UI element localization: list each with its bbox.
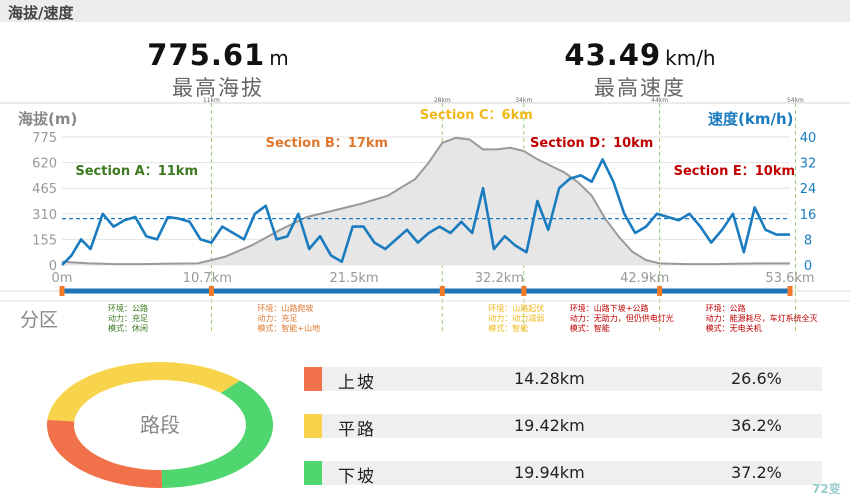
max-altitude-label: 最高海拔 bbox=[172, 76, 264, 100]
altitude-speed-chart: 0 155 310 465 620 775 0 8 16 24 32 40 11km 28km 34km 44… bbox=[0, 97, 850, 331]
x-tick-label: 32.2km bbox=[475, 271, 524, 286]
max-altitude-stat: 775.61 m 最高海拔 bbox=[118, 38, 318, 102]
zone-note-line: 环境：公路 bbox=[108, 304, 148, 313]
max-speed-unit: km/h bbox=[665, 46, 716, 70]
speed-tick-label: 32 bbox=[800, 157, 817, 172]
timeline-marker bbox=[208, 286, 214, 296]
uphill-distance: 14.28km bbox=[514, 369, 585, 388]
zone-note-line: 模式：智能+山地 bbox=[257, 324, 321, 333]
uphill-percent: 26.6% bbox=[731, 369, 782, 388]
speed-tick-label: 8 bbox=[804, 233, 812, 248]
uphill-name: 上坡 bbox=[338, 373, 376, 393]
speed-axis-title: 速度(km/h) bbox=[708, 110, 794, 128]
zone-note-line: 模式：休闲 bbox=[108, 324, 148, 333]
section-label: Section D：10km bbox=[530, 136, 653, 151]
flat-distance: 19.42km bbox=[514, 416, 585, 435]
max-speed-stat: 43.49 km/h 最高速度 bbox=[525, 38, 755, 102]
downhill-distance: 19.94km bbox=[514, 463, 585, 482]
altitude-tick-label: 465 bbox=[32, 182, 57, 197]
zone-note-line: 动力：无助力，但仍供电灯光 bbox=[569, 314, 674, 323]
timeline-marker bbox=[439, 286, 445, 296]
flat-percent: 36.2% bbox=[731, 416, 782, 435]
zone-note-line: 动力：充足 bbox=[257, 314, 298, 323]
legend-row-flat: 平路 19.42km 36.2% bbox=[304, 414, 822, 440]
altitude-tick-label: 310 bbox=[32, 208, 57, 223]
section-label: Section E：10km bbox=[674, 164, 795, 179]
speed-tick-label: 16 bbox=[800, 208, 817, 223]
zone-note: 环境：公路 动力：能源耗尽，车灯系统全灭 模式：无电关机 bbox=[706, 304, 818, 334]
zone-note-line: 环境：公路 bbox=[705, 304, 746, 313]
max-speed-value: 43.49 bbox=[564, 38, 662, 72]
zone-note-line: 环境：山路爬坡 bbox=[257, 304, 314, 313]
donut-slice bbox=[47, 362, 240, 422]
section-marker-label: 34km bbox=[515, 97, 532, 104]
x-tick-label: 21.5km bbox=[329, 271, 378, 286]
zone-label: 分区 bbox=[20, 309, 59, 331]
legend-row-uphill: 上坡 14.28km 26.6% bbox=[304, 367, 822, 393]
section-label: Section B：17km bbox=[266, 136, 388, 151]
max-altitude-value: 775.61 bbox=[147, 38, 266, 72]
downhill-percent: 37.2% bbox=[731, 463, 782, 482]
zone-note-line: 环境：山路起伏 bbox=[488, 304, 545, 313]
speed-tick-label: 24 bbox=[800, 182, 817, 197]
altitude-tick-label: 155 bbox=[32, 233, 57, 248]
header-title: 海拔/速度 bbox=[8, 4, 74, 22]
altitude-axis-title: 海拔(m) bbox=[18, 110, 78, 128]
downhill-name: 下坡 bbox=[338, 467, 376, 487]
timeline-marker bbox=[521, 286, 527, 296]
zone-note-line: 环境：山路下坡+公路 bbox=[569, 304, 649, 313]
timeline-marker bbox=[657, 286, 663, 296]
altitude-tick-label: 0 bbox=[49, 259, 57, 274]
zone-note-line: 动力：充足 bbox=[108, 314, 148, 323]
max-speed-label: 最高速度 bbox=[594, 76, 686, 100]
watermark-logo: 72变 bbox=[812, 482, 841, 496]
segment-donut: 路段 bbox=[47, 362, 274, 488]
x-tick-label: 10.7km bbox=[183, 271, 232, 286]
x-tick-label: 42.9km bbox=[620, 271, 669, 286]
donut-slice bbox=[161, 380, 274, 488]
zone-note-line: 模式：无电关机 bbox=[705, 324, 762, 333]
zone-note-line: 模式：智能 bbox=[569, 324, 610, 333]
zone-note-line: 模式：智能 bbox=[488, 324, 529, 333]
speed-line bbox=[61, 158, 790, 266]
x-tick-label: 53.6km bbox=[765, 271, 814, 286]
section-label: Section C：6km bbox=[420, 108, 533, 123]
section-marker-label: 54km bbox=[787, 97, 804, 104]
max-altitude-unit: m bbox=[269, 46, 289, 70]
speed-tick-label: 40 bbox=[800, 131, 817, 146]
timeline-bar bbox=[62, 288, 790, 294]
altitude-tick-label: 620 bbox=[32, 157, 57, 172]
zone-note-line: 动力：动力减弱 bbox=[488, 314, 545, 323]
section-marker-label: 28km bbox=[434, 97, 451, 104]
section-label: Section A：11km bbox=[75, 164, 198, 179]
altitude-tick-label: 775 bbox=[32, 131, 57, 146]
zone-note: 环境：山路起伏 动力：动力减弱 模式：智能 bbox=[488, 304, 544, 334]
zone-note-line: 动力：能源耗尽，车灯系统全灭 bbox=[705, 314, 818, 323]
header-bar: 海拔/速度 bbox=[0, 0, 850, 22]
altitude-area bbox=[62, 137, 790, 265]
speed-tick-label: 0 bbox=[804, 259, 812, 274]
uphill-swatch bbox=[304, 367, 322, 391]
donut-center-label: 路段 bbox=[140, 413, 180, 437]
x-tick-label: 0m bbox=[52, 271, 73, 286]
zone-note: 环境：山路爬坡 动力：充足 模式：智能+山地 bbox=[257, 304, 320, 334]
downhill-swatch bbox=[304, 461, 322, 485]
timeline-marker bbox=[787, 286, 793, 296]
section-marker-label: 11km bbox=[203, 97, 220, 104]
flat-swatch bbox=[304, 414, 322, 438]
zone-note: 环境：公路 动力：充足 模式：休闲 bbox=[108, 304, 148, 334]
altitude-line bbox=[61, 136, 790, 266]
legend-row-downhill: 下坡 19.94km 37.2% bbox=[304, 461, 822, 487]
donut-slice bbox=[47, 419, 163, 488]
zone-note: 环境：山路下坡+公路 动力：无助力，但仍供电灯光 模式：智能 bbox=[570, 304, 674, 334]
section-marker-label: 44km bbox=[651, 97, 668, 104]
flat-name: 平路 bbox=[338, 420, 376, 440]
timeline-marker bbox=[59, 286, 65, 296]
